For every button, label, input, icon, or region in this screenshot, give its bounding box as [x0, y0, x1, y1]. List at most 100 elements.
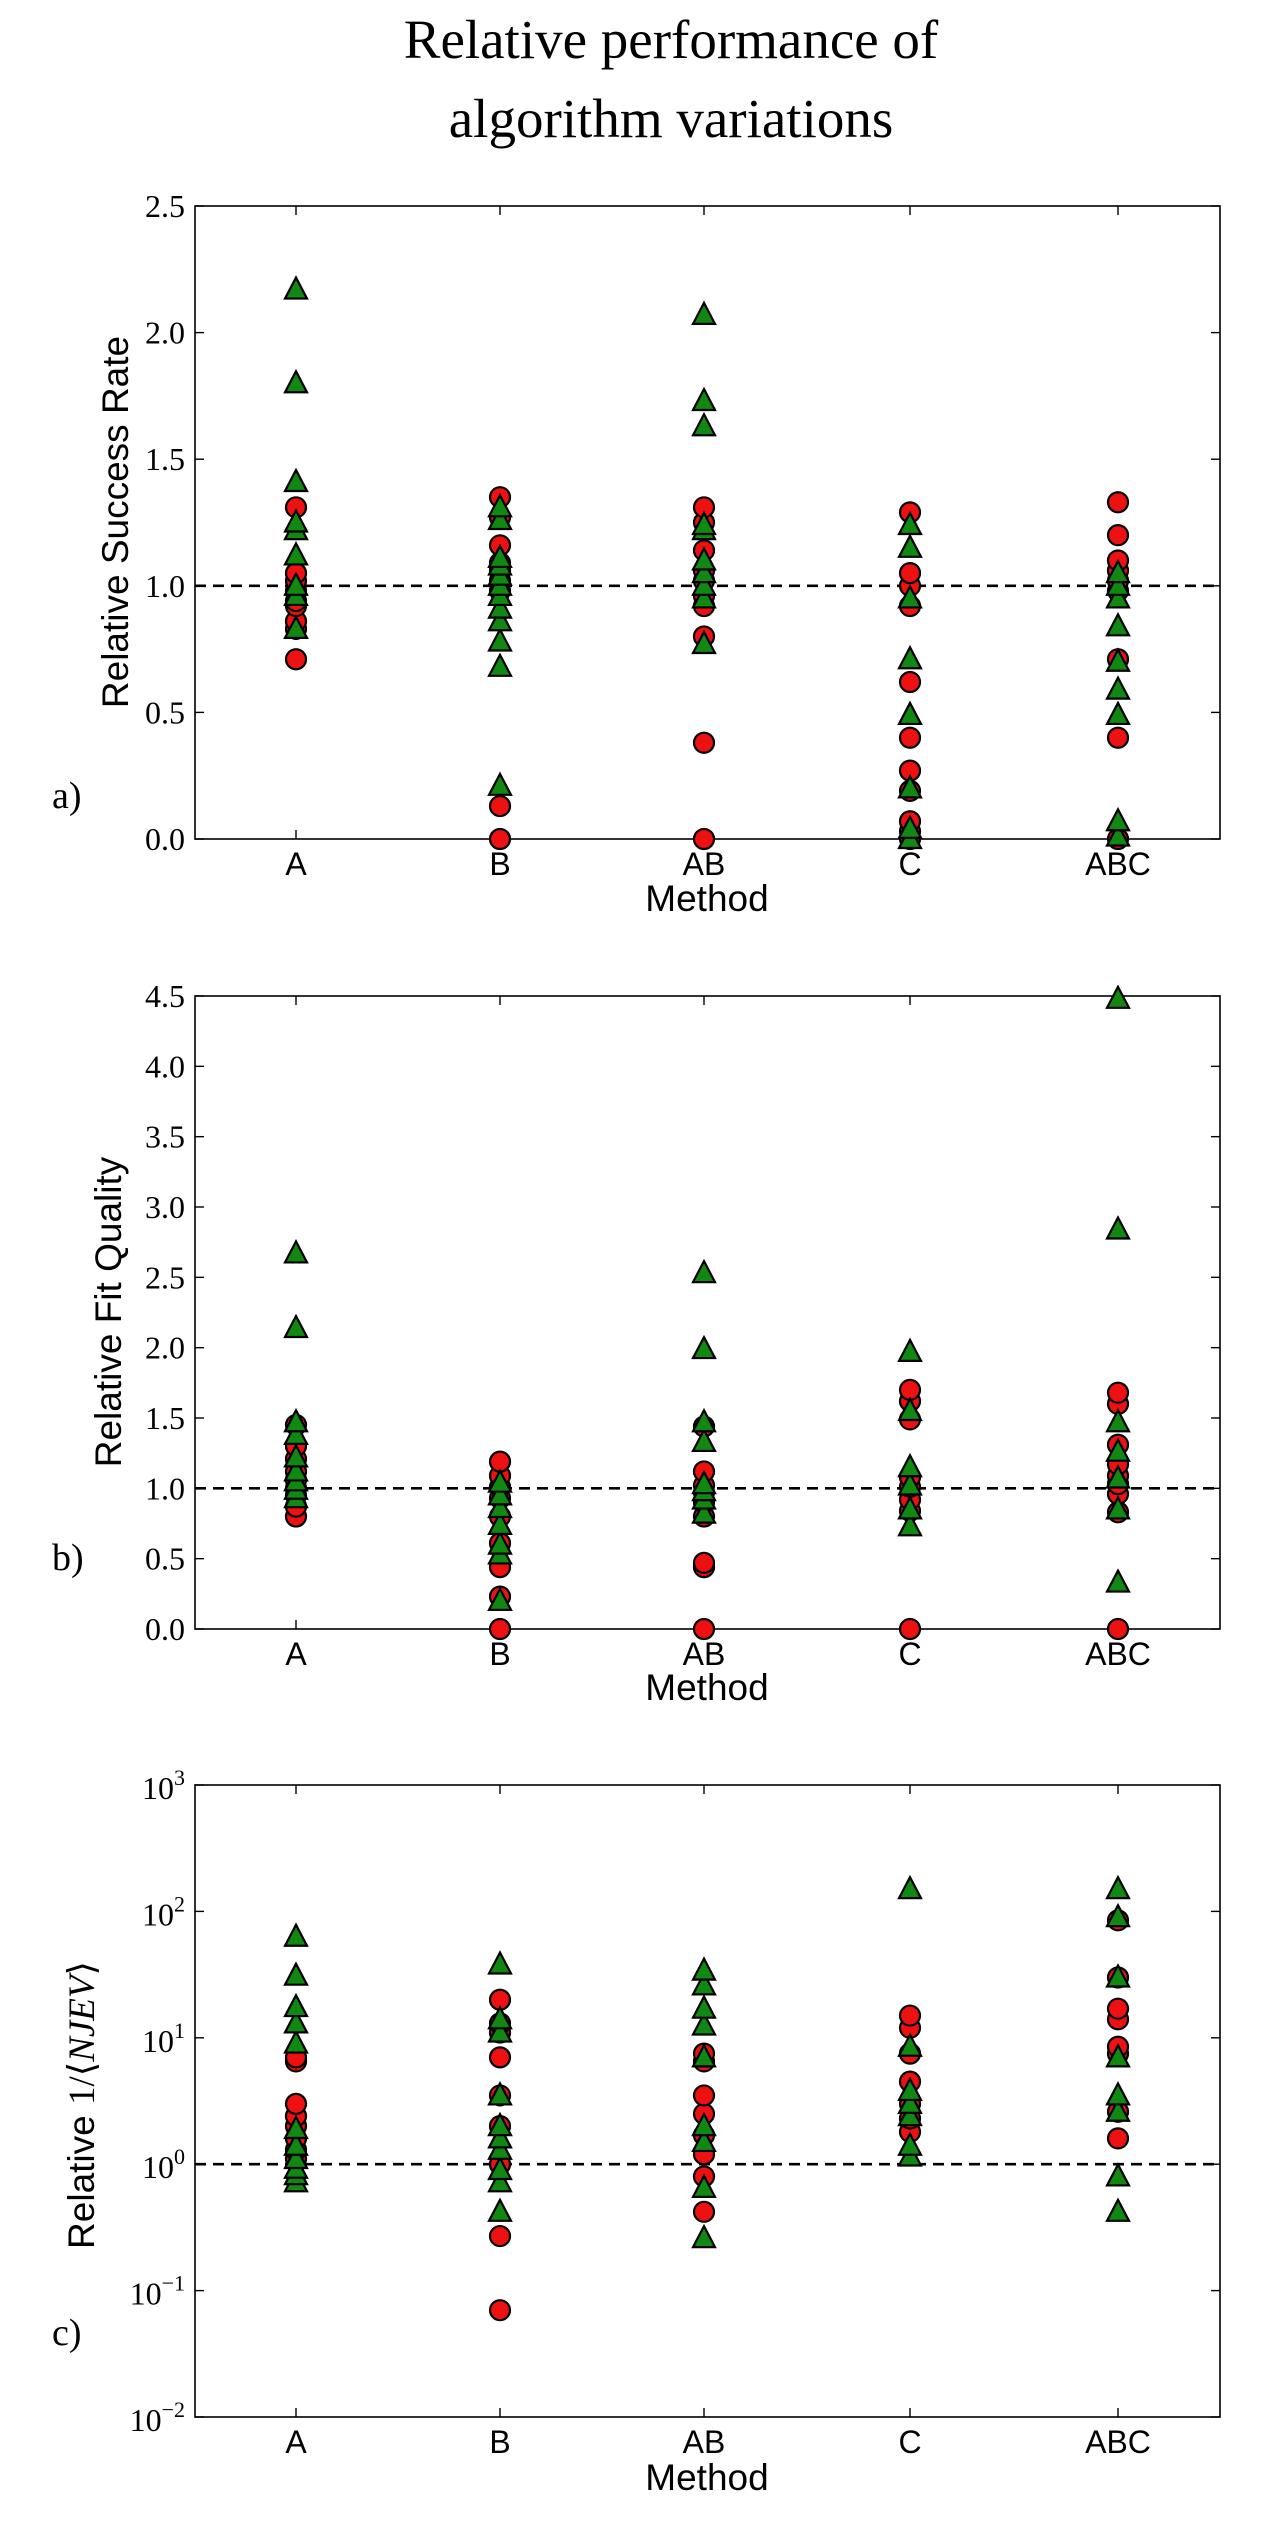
- panel-a-triangle-point-a-5: [283, 508, 309, 533]
- panel-a-circle-point-b-1: [488, 794, 512, 818]
- panel-b-triangle-point-abc-1: [1105, 1495, 1131, 1520]
- panel-c-circle-point-ab-5: [692, 2084, 716, 2107]
- panel-b-triangle-point-c-5: [897, 1337, 923, 1362]
- panel-a-triangle-point-a-0: [283, 614, 309, 639]
- panel-b-triangle-point-b-0: [487, 1586, 513, 1611]
- panel-c-circle-point-ab-0: [692, 2200, 716, 2223]
- panel-a-triangle-point-c-1: [897, 814, 923, 839]
- panel-a-triangle-point-b-2: [487, 627, 513, 652]
- panel-a-y-axis-label: Relative Success Rate: [95, 336, 136, 708]
- panel-b-y-tick-label-0: 0.0: [145, 1611, 185, 1647]
- panel-b-ticks: 0.00.51.01.52.02.53.03.54.04.5A B AB C ABC: [145, 978, 1220, 1672]
- panel-c-triangle-point-b-1: [487, 2167, 513, 2193]
- panel-b-triangle-point-b-4: [487, 1493, 513, 1519]
- panel-a: 0.00.51.01.52.02.5A B AB C ABC Method Relati…: [52, 188, 1221, 919]
- panel-c-y-axis-label: Relative 1/⟨NJEV⟩: [61, 1961, 103, 2249]
- panel-c-triangle-point-c-2: [897, 2101, 923, 2127]
- panel-c-y-tick-label-3: 101: [142, 2018, 185, 2059]
- panel-c-triangle-point-a-10: [283, 1922, 309, 1947]
- panel-c-triangle-point-b-9: [487, 1950, 513, 1975]
- panel-b-triangle-point-a-6: [283, 1407, 309, 1433]
- panel-a-triangle-point-a-8: [283, 275, 309, 300]
- panel-c-triangle-point-ab-3: [691, 2111, 717, 2137]
- panel-a-triangle-point-ab-7: [691, 411, 717, 437]
- panel-b-triangle-point-c-3: [897, 1452, 923, 1478]
- panel-b-y-tick-label-3: 1.5: [145, 1400, 185, 1436]
- panel-b-circle-point-ab-0: [692, 1617, 716, 1641]
- panel-a-triangle-point-abc-7: [1105, 571, 1131, 596]
- panel-c-triangle-point-b-5: [487, 2111, 513, 2137]
- panel-a-y-tick-label-5: 2.5: [145, 188, 185, 224]
- panel-b-triangle-point-c-1: [897, 1495, 923, 1520]
- panel-a-triangle-point-ab-1: [691, 584, 717, 609]
- panel-a-circle-point-abc-7: [1106, 524, 1130, 547]
- panel-a-circle-point-b-0: [488, 827, 512, 851]
- panel-b-triangle-point-c-2: [897, 1471, 923, 1496]
- panel-a-y-tick-label-1: 0.5: [145, 694, 185, 730]
- panel-a-triangle-point-a-6: [283, 467, 309, 493]
- panel-c-triangle-point-a-8: [283, 1992, 309, 2018]
- panel-b-triangle-point-ab-7: [691, 1258, 717, 1284]
- panel-a-circle-point-c-9: [898, 562, 922, 585]
- panel-a-y-tick-label-4: 2.0: [145, 315, 185, 351]
- panel-c-plot-frame: [194, 1784, 1221, 2418]
- panel-b-y-tick-label-6: 3.0: [145, 1189, 185, 1225]
- panel-c-triangle-point-b-6: [487, 2081, 513, 2106]
- panel-a-triangle-point-abc-6: [1105, 584, 1131, 609]
- panel-a-triangle-point-abc-5: [1105, 611, 1131, 637]
- panel-b-triangle-point-b-2: [487, 1530, 513, 1555]
- panel-b-x-tick-label-3: C: [898, 1636, 921, 1672]
- panel-c-triangle-point-b-7: [487, 2018, 513, 2043]
- panel-b-y-tick-label-5: 2.5: [145, 1259, 185, 1295]
- panel-c-triangle-point-ab-6: [691, 1994, 717, 2019]
- panel-b-y-tick-label-8: 4.0: [145, 1048, 185, 1084]
- panel-b-tag: b): [52, 1537, 84, 1579]
- panel-c-markers: [283, 1874, 1131, 2322]
- panel-a-circle-point-c-6: [898, 670, 922, 694]
- panel-c-y-tick-label-1: 10−1: [130, 2271, 185, 2312]
- panel-a-circle-point-a-0: [284, 648, 308, 671]
- panel-b-triangle-point-a-3: [283, 1457, 309, 1482]
- panel-a-markers: [283, 275, 1131, 851]
- panel-c-triangle-point-abc-4: [1105, 2043, 1131, 2068]
- panel-a-triangle-point-abc-0: [1105, 822, 1131, 847]
- panel-b-y-tick-label-2: 1.0: [145, 1470, 185, 1506]
- panel-c-y-label-prefix: Relative: [61, 2105, 102, 2249]
- panel-a-triangle-point-b-9: [487, 543, 513, 569]
- panel-c-circle-point-a-5: [284, 2092, 308, 2115]
- panel-c-circle-point-abc-5: [1106, 1997, 1130, 2020]
- panel-c-triangle-point-c-6: [897, 1874, 923, 1900]
- panel-c-triangle-point-c-4: [897, 2076, 923, 2102]
- figure-title-line-1: Relative performance of: [404, 9, 939, 70]
- panel-a-triangle-point-c-7: [897, 510, 923, 536]
- panel-b-circle-point-abc-8: [1106, 1381, 1130, 1404]
- panel-c-triangle-point-abc-1: [1105, 2162, 1131, 2187]
- panel-c-triangle-point-abc-2: [1105, 2097, 1131, 2122]
- panel-c-triangle-point-abc-3: [1105, 2081, 1131, 2106]
- panel-a-circle-point-ab-0: [692, 827, 716, 851]
- panel-a-triangle-point-b-0: [487, 771, 513, 796]
- panel-b-x-axis-label: Method: [645, 1667, 768, 1708]
- panel-b: 0.00.51.01.52.02.53.03.54.04.5A B AB C ABC M…: [52, 978, 1221, 1708]
- panel-a-triangle-point-abc-8: [1105, 558, 1131, 584]
- panel-a-triangle-point-a-2: [283, 571, 309, 596]
- panel-c-triangle-point-ab-2: [691, 2127, 717, 2153]
- panel-b-y-tick-label-9: 4.5: [145, 978, 185, 1014]
- panel-a-triangle-point-b-10: [487, 505, 513, 531]
- panel-c-triangle-point-abc-7: [1105, 1874, 1131, 1900]
- panel-c-y-tick-label-0: 10−2: [130, 2397, 185, 2438]
- panel-c-y-label-fraction: 1/⟨: [62, 2062, 103, 2105]
- panel-a-x-tick-label-1: B: [489, 846, 510, 882]
- panel-b-triangle-point-ab-5: [691, 1407, 717, 1433]
- panel-b-triangle-point-abc-5: [1105, 1215, 1131, 1240]
- figure-title-line-2: algorithm variations: [449, 88, 894, 149]
- panel-c-circle-point-b-5: [488, 2046, 512, 2069]
- panel-c-triangle-point-abc-0: [1105, 2197, 1131, 2222]
- panel-b-triangle-point-ab-3: [691, 1469, 717, 1495]
- panel-c-x-tick-label-2: AB: [683, 2424, 726, 2460]
- panel-b-triangle-point-a-5: [283, 1420, 309, 1445]
- panel-c-triangle-point-a-5: [283, 2114, 309, 2140]
